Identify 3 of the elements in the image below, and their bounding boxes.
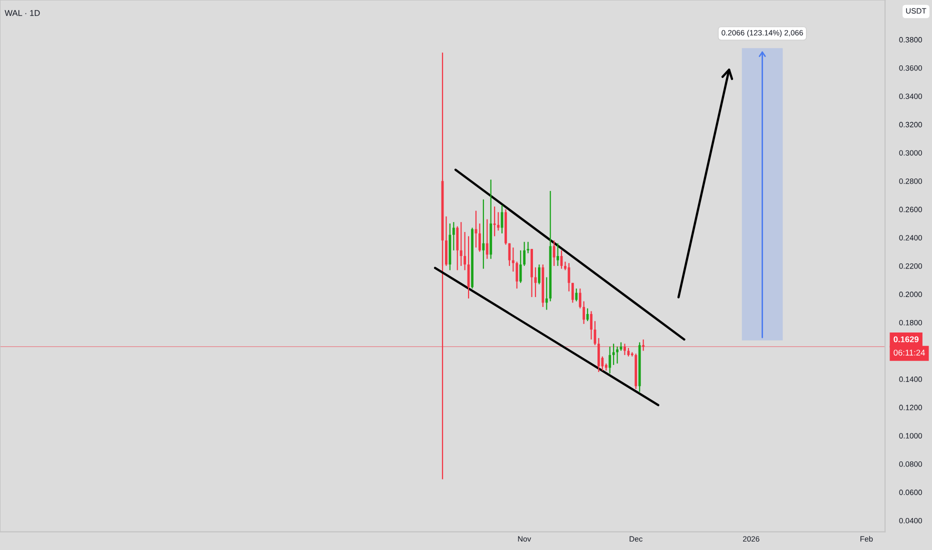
text: WAL · 1D bbox=[4, 10, 40, 16]
text: 06:11:24 bbox=[894, 350, 925, 356]
ref-line-label: 0.1629 bbox=[894, 336, 919, 342]
